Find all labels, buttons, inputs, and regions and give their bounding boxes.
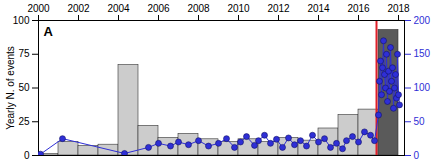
svg-text:25: 25 <box>18 116 30 127</box>
svg-text:2010: 2010 <box>227 3 250 14</box>
svg-text:2008: 2008 <box>187 3 210 14</box>
svg-text:100: 100 <box>414 82 431 93</box>
svg-text:2012: 2012 <box>267 3 290 14</box>
svg-text:A: A <box>44 24 54 39</box>
svg-text:2004: 2004 <box>107 3 130 14</box>
svg-text:150: 150 <box>414 48 431 59</box>
svg-text:50: 50 <box>414 116 426 127</box>
svg-text:2006: 2006 <box>147 3 170 14</box>
svg-text:50: 50 <box>18 82 30 93</box>
svg-text:2014: 2014 <box>307 3 330 14</box>
svg-text:0: 0 <box>24 150 30 161</box>
svg-text:2002: 2002 <box>67 3 90 14</box>
svg-text:2000: 2000 <box>27 3 50 14</box>
svg-text:75: 75 <box>18 48 30 59</box>
svg-text:100: 100 <box>13 15 30 26</box>
svg-text:0: 0 <box>414 150 420 161</box>
svg-text:Yearly N. of events: Yearly N. of events <box>5 46 16 130</box>
svg-text:200: 200 <box>414 15 431 26</box>
svg-text:2018: 2018 <box>387 3 410 14</box>
svg-text:2016: 2016 <box>347 3 370 14</box>
